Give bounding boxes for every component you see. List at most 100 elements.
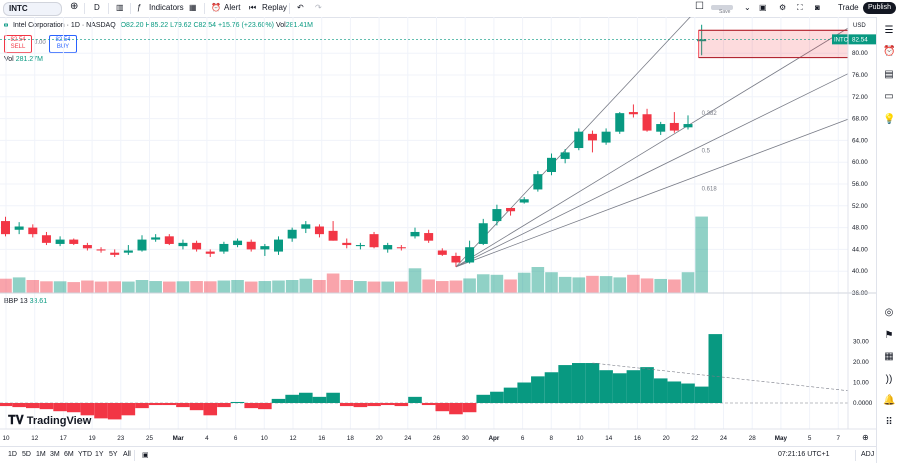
fullscreen-icon[interactable]: ⛶ xyxy=(797,3,803,12)
divider xyxy=(84,3,85,14)
watchlist-icon[interactable]: ☰ xyxy=(884,25,894,36)
volume-legend[interactable]: Vol 281.27M xyxy=(4,56,43,63)
bbp-value: 33.61 xyxy=(29,298,48,305)
volume-bar xyxy=(408,268,422,293)
range-5y[interactable]: 5Y xyxy=(109,451,118,458)
layout-dropdown-icon[interactable]: ⌄ xyxy=(744,3,751,12)
candle-body xyxy=(697,39,707,42)
adj-button[interactable]: ADJ xyxy=(861,451,875,458)
replay-button[interactable]: Replay xyxy=(262,3,287,12)
candle-body xyxy=(342,242,352,246)
bbp-bar xyxy=(217,403,231,408)
volume-bar xyxy=(367,281,381,293)
range-3m[interactable]: 3M xyxy=(50,451,60,458)
products-grid-icon[interactable]: ⠿ xyxy=(885,417,893,428)
bbp-bar xyxy=(558,365,572,403)
hotlist-icon[interactable]: ⚑ xyxy=(884,330,894,341)
bbp-trendline xyxy=(592,362,849,391)
range-1m[interactable]: 1M xyxy=(36,451,46,458)
chat-icon[interactable]: ▭ xyxy=(884,91,894,102)
calendar-icon[interactable]: ▦ xyxy=(884,351,894,362)
candle-body xyxy=(123,250,133,253)
bbp-bar xyxy=(503,387,518,403)
price-tick-label: 52.00 xyxy=(852,203,868,210)
volume-bar xyxy=(463,278,476,293)
volume-bar xyxy=(203,281,217,293)
range-1y[interactable]: 1Y xyxy=(95,451,104,458)
bbp-bar xyxy=(162,403,177,406)
candle-body xyxy=(260,246,270,250)
volume-bar xyxy=(586,275,599,293)
range-ytd[interactable]: YTD xyxy=(78,451,92,458)
replay-icon[interactable]: ⏮ xyxy=(249,3,257,12)
chart-type-icon[interactable]: ▥ xyxy=(116,3,124,12)
divider xyxy=(204,3,205,14)
range-box-area xyxy=(698,29,849,58)
trade-button[interactable]: Trade xyxy=(838,3,859,12)
layout-name[interactable] xyxy=(711,3,733,12)
bbp-bar xyxy=(476,394,491,403)
symbol-tag-bg xyxy=(832,34,848,45)
range-5d[interactable]: 5D xyxy=(22,451,31,458)
bbp-bar xyxy=(94,403,108,419)
price-range-box[interactable] xyxy=(0,29,849,59)
indicators-icon[interactable]: ƒ xyxy=(137,3,142,12)
price-axis[interactable]: USD 80.00 76.00 72.00 68.00 64.00 60.00 56.00 52… xyxy=(832,23,876,407)
time-tick-label: 22 xyxy=(691,435,699,442)
broadcast-icon[interactable]: )) xyxy=(885,374,893,385)
volume-bar xyxy=(340,280,354,293)
time-tick-label: 24 xyxy=(720,435,728,442)
target-icon[interactable]: ◎ xyxy=(884,307,894,318)
alert-icon[interactable]: ⏰ xyxy=(211,3,221,12)
bbp-legend[interactable]: BBP 13 33.61 xyxy=(4,298,47,305)
templates-icon[interactable]: ▦ xyxy=(189,3,197,12)
range-6m[interactable]: 6M xyxy=(64,451,74,458)
price-tick-label: 56.00 xyxy=(852,181,868,188)
volume-bar xyxy=(558,276,572,293)
add-symbol-icon[interactable]: ⊕ xyxy=(70,1,79,12)
time-tick-label: 23 xyxy=(117,435,125,442)
bbp-bar xyxy=(449,403,463,415)
time-axis[interactable]: 10 12 17 19 23 25 Mar 4 6 10 12 16 18 20 24 26 30 Apr 6 8 10… xyxy=(2,433,868,442)
date-range-icon[interactable]: ▣ xyxy=(142,452,149,459)
redo-icon[interactable]: ↷ xyxy=(315,3,322,12)
layout-checkbox[interactable]: ☐ xyxy=(695,1,704,12)
legend-title[interactable]: Intel Corporation · 1D · NASDAQ xyxy=(12,22,116,29)
time-tick-label: Apr xyxy=(488,435,499,442)
interval-button[interactable]: D xyxy=(94,3,100,12)
bbp-bar xyxy=(599,370,613,403)
bbp-bar xyxy=(203,403,218,416)
camera-icon[interactable]: ◙ xyxy=(815,3,820,12)
undo-icon[interactable]: ↶ xyxy=(297,3,304,12)
symbol-tag-label: INTC xyxy=(834,37,849,43)
bbp-tick-label: 20.00 xyxy=(853,359,869,366)
range-1d[interactable]: 1D xyxy=(8,451,17,458)
tradingview-logo[interactable]: 𝐓𝐕 TradingView xyxy=(8,413,91,428)
data-window-icon[interactable]: ▤ xyxy=(884,69,894,80)
time-tick-label: 19 xyxy=(89,435,97,442)
layout-grid-icon[interactable]: ▣ xyxy=(759,3,767,12)
alerts-icon[interactable]: ⏰ xyxy=(883,46,896,57)
range-all[interactable]: All xyxy=(123,451,131,458)
sell-button[interactable]: 82.54 SELL xyxy=(4,35,32,53)
bbp-bar xyxy=(694,386,709,403)
alert-button[interactable]: Alert xyxy=(224,3,241,12)
ideas-icon[interactable]: 💡 xyxy=(883,114,896,125)
candle-body xyxy=(683,124,693,128)
candle-body xyxy=(587,133,597,141)
legend-open: O82.20 xyxy=(120,22,144,29)
settings-icon[interactable]: ⚙ xyxy=(779,3,787,12)
time-tick-label: 26 xyxy=(433,435,441,442)
bbp-bar xyxy=(408,396,422,403)
clock[interactable]: 07:21:16 UTC+1 xyxy=(778,451,830,458)
save-button[interactable]: Save xyxy=(719,9,731,15)
indicators-button[interactable]: Indicators xyxy=(149,3,184,12)
symbol-search[interactable]: INTC xyxy=(3,2,62,16)
volume-bar xyxy=(217,280,231,293)
divider xyxy=(289,3,290,14)
candle-body xyxy=(178,242,188,247)
notifications-icon[interactable]: 🔔 xyxy=(883,395,896,406)
candle-body xyxy=(55,239,65,244)
publish-button[interactable]: Publish xyxy=(863,2,896,14)
